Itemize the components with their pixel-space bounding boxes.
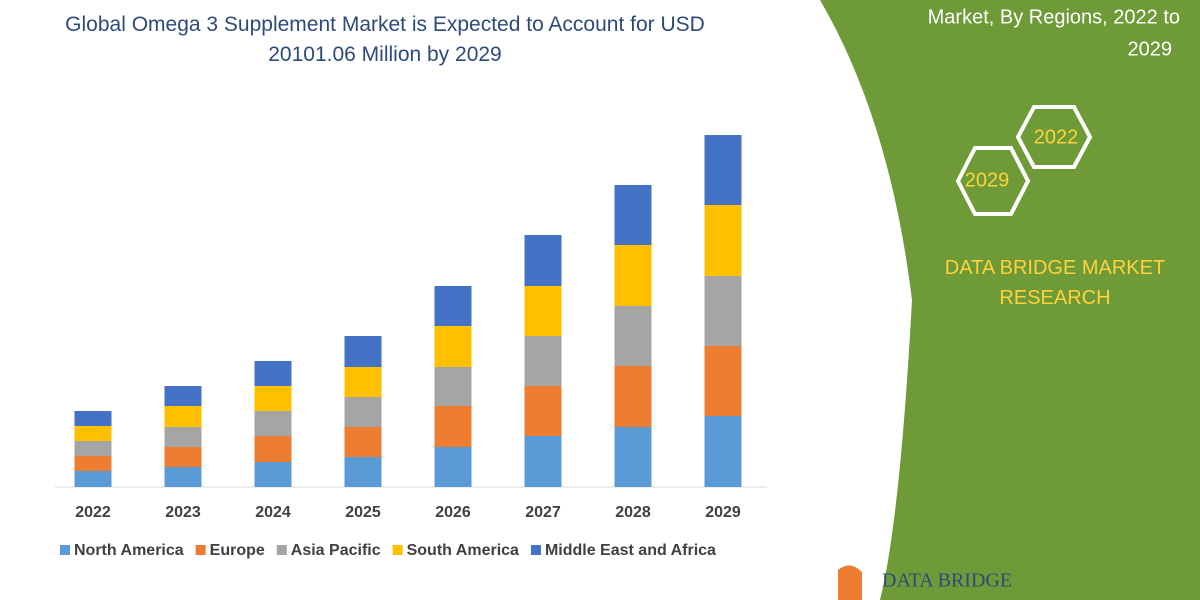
brand: DATA BRIDGE MARKET RESEARCH <box>944 257 1166 309</box>
legend-label: Asia Pacific <box>291 542 381 559</box>
bar-segment <box>74 411 112 426</box>
legend-swatch <box>276 545 287 555</box>
x-tick-label: 2023 <box>165 504 201 521</box>
x-tick-label: 2026 <box>435 504 471 521</box>
legend-label: Middle East and Africa <box>545 542 716 559</box>
x-tick-label: 2029 <box>705 504 741 521</box>
legend-swatch <box>530 545 541 555</box>
bar-segment <box>164 406 202 427</box>
bar-segment <box>704 135 742 205</box>
bar-segment <box>254 361 292 386</box>
x-tick-label: 2028 <box>615 504 651 521</box>
bar-segment <box>254 386 292 411</box>
legend-label: Europe <box>210 542 265 559</box>
legend-swatch <box>60 545 70 555</box>
hexagon-label: 2029 <box>965 169 1010 191</box>
bar-segment <box>704 276 742 346</box>
bar-segment <box>344 336 382 367</box>
hexagon <box>955 146 1031 216</box>
bar-segment <box>344 457 382 487</box>
bar-segment <box>524 336 562 386</box>
bar-segment <box>164 386 202 406</box>
legend-swatch <box>392 545 403 555</box>
bar-segment <box>74 456 112 471</box>
bar-segment <box>524 436 562 487</box>
bar-segment <box>704 416 742 487</box>
bar-segment <box>704 346 742 416</box>
bar-segment <box>524 286 562 336</box>
bar-segment <box>164 427 202 447</box>
bar-segment <box>434 326 472 367</box>
bar-segment <box>704 205 742 276</box>
bar-segment <box>344 397 382 427</box>
bar-segment <box>434 447 472 487</box>
bar-segment <box>74 471 112 487</box>
bar-segment <box>74 441 112 456</box>
panel-heading: 2029 <box>1128 38 1173 60</box>
side-panel <box>820 0 1200 600</box>
bar-segment <box>434 406 472 447</box>
hexagon-label: 2022 <box>1034 126 1079 148</box>
bar-segment <box>164 467 202 487</box>
panel-heading: Market, By Regions, 2022 to <box>928 6 1180 28</box>
x-tick-label: 2027 <box>525 504 561 521</box>
bar-segment <box>164 447 202 467</box>
x-tick-label: 2025 <box>345 504 381 521</box>
x-tick-label: 2024 <box>255 504 291 521</box>
bar-segment <box>344 367 382 397</box>
bar-segment <box>524 386 562 436</box>
bar-segment <box>614 306 652 366</box>
logo-icon <box>838 565 862 600</box>
chart-title: Global Omega 3 Supplement Market is Expe… <box>65 13 705 66</box>
bar-segment <box>614 366 652 427</box>
logo-text: DATA BRIDGE <box>882 570 1012 592</box>
bar-segment <box>524 235 562 286</box>
hexagon <box>1015 105 1093 169</box>
bar-segment <box>614 427 652 487</box>
legend-swatch <box>195 545 206 555</box>
bar-segment <box>434 367 472 406</box>
bar-segment <box>254 462 292 487</box>
x-tick-label: 2022 <box>75 504 111 521</box>
bar-segment <box>344 427 382 457</box>
bar-segment <box>614 245 652 306</box>
legend-label: North America <box>74 542 184 559</box>
bar-segment <box>254 411 292 436</box>
legend-label: South America <box>407 542 519 559</box>
bar-segment <box>254 436 292 462</box>
bar-segment <box>614 185 652 245</box>
bar-segment <box>434 286 472 326</box>
bar-segment <box>74 426 112 441</box>
